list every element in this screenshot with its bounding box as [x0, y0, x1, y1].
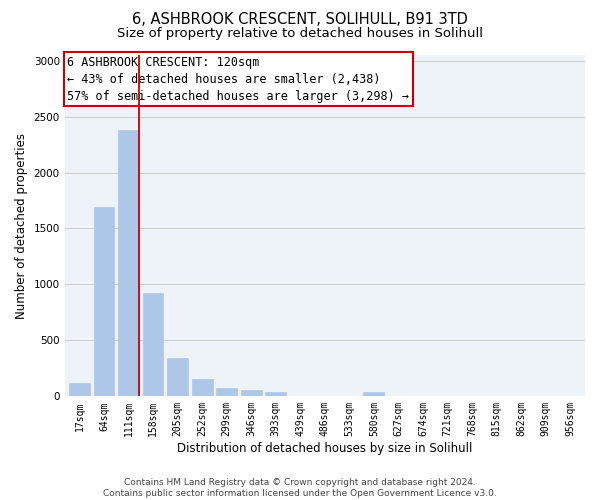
Bar — [241, 390, 262, 396]
Bar — [118, 130, 139, 396]
Bar — [143, 294, 163, 397]
Bar — [265, 392, 286, 396]
Text: Size of property relative to detached houses in Solihull: Size of property relative to detached ho… — [117, 28, 483, 40]
Bar — [191, 379, 212, 396]
Bar — [69, 384, 90, 396]
Bar — [167, 358, 188, 397]
X-axis label: Distribution of detached houses by size in Solihull: Distribution of detached houses by size … — [177, 442, 473, 455]
Y-axis label: Number of detached properties: Number of detached properties — [15, 132, 28, 318]
Text: 6, ASHBROOK CRESCENT, SOLIHULL, B91 3TD: 6, ASHBROOK CRESCENT, SOLIHULL, B91 3TD — [132, 12, 468, 28]
Bar — [216, 388, 237, 396]
Text: Contains HM Land Registry data © Crown copyright and database right 2024.
Contai: Contains HM Land Registry data © Crown c… — [103, 478, 497, 498]
Bar — [364, 392, 385, 396]
Bar — [94, 207, 115, 396]
Text: 6 ASHBROOK CRESCENT: 120sqm
← 43% of detached houses are smaller (2,438)
57% of : 6 ASHBROOK CRESCENT: 120sqm ← 43% of det… — [67, 56, 409, 102]
